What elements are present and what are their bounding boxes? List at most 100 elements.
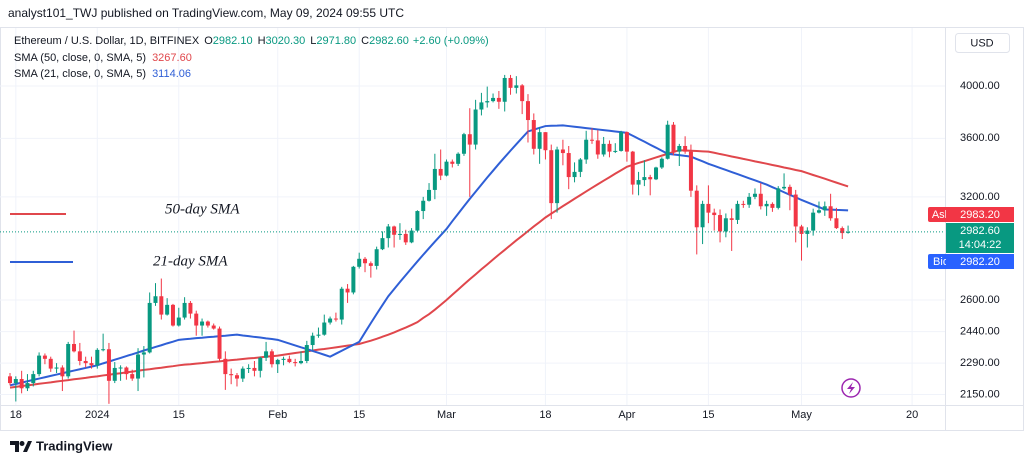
candle-body xyxy=(392,226,397,235)
candle-body xyxy=(217,328,222,359)
candle-body xyxy=(822,206,827,211)
candle-body xyxy=(281,358,286,360)
candle-body xyxy=(747,196,752,205)
candle-body xyxy=(555,149,560,204)
currency[interactable]: USD xyxy=(970,37,993,49)
candle-body xyxy=(619,132,624,151)
candle-body xyxy=(13,379,18,384)
candle-body xyxy=(752,193,757,197)
candle-body xyxy=(252,367,257,371)
candle-body xyxy=(834,218,839,229)
candle-body xyxy=(170,304,175,326)
ohlc-key: C xyxy=(361,35,369,47)
candle-body xyxy=(601,143,606,155)
candle-body xyxy=(816,210,821,213)
y-tick-label: 3200.00 xyxy=(960,191,1000,203)
annotation: 21-day SMA xyxy=(153,253,228,269)
ohlc-value: 3020.30 xyxy=(266,35,306,47)
candle-body xyxy=(106,349,111,381)
candle-body xyxy=(531,120,536,149)
candle-body xyxy=(595,140,600,155)
ohlc-value: 2982.60 xyxy=(369,35,409,47)
candle-body xyxy=(223,358,228,375)
candle-body xyxy=(153,296,158,303)
candle-body xyxy=(630,151,635,185)
candle-body xyxy=(508,77,513,88)
sma-name: SMA (50, close, 0, SMA, 5) xyxy=(14,52,146,64)
sma-value: 3114.06 xyxy=(152,68,191,80)
candle-body xyxy=(403,233,408,243)
annotation: 50-day SMA xyxy=(165,201,240,217)
candle-body xyxy=(578,159,583,172)
candle-body xyxy=(380,238,385,250)
y-tick-label: 3600.00 xyxy=(960,132,1000,144)
candle-body xyxy=(275,359,280,365)
candle-body xyxy=(136,354,141,379)
currency-button[interactable]: USD xyxy=(955,33,1010,53)
candle-body xyxy=(683,145,688,152)
candle-body xyxy=(560,149,565,154)
brand-logo xyxy=(10,441,32,452)
bid-price: 2982.20 xyxy=(960,256,1000,268)
candle-body xyxy=(706,203,711,213)
candle-body xyxy=(368,263,373,266)
candle-body xyxy=(246,367,251,369)
logo-part xyxy=(23,441,32,452)
candle-body xyxy=(636,180,641,185)
candle-body xyxy=(479,102,484,110)
candle-body xyxy=(659,158,664,168)
sma-line xyxy=(9,149,849,389)
y-tick-label: 2150.00 xyxy=(960,388,1000,400)
candle-body xyxy=(386,226,391,239)
candle-body xyxy=(485,101,490,103)
candle-body xyxy=(141,352,146,355)
sma-legend: SMA (21, close, 0, SMA, 5) 3114.06 xyxy=(14,68,191,80)
candle-body xyxy=(793,194,798,227)
candle-body xyxy=(642,177,647,181)
candle-body xyxy=(25,383,30,389)
candle-body xyxy=(438,168,443,176)
candle-body xyxy=(211,325,216,329)
candle-body xyxy=(735,203,740,220)
ask-box xyxy=(946,207,1014,222)
countdown: 14:04:22 xyxy=(959,239,1002,251)
candle-body xyxy=(718,215,723,232)
logo-part xyxy=(19,441,25,446)
candle-body xyxy=(624,132,629,152)
candle-body xyxy=(351,266,356,293)
ohlc-value: 2971.80 xyxy=(316,35,356,47)
candle-body xyxy=(182,302,187,318)
candle-body xyxy=(671,124,676,152)
candle-body xyxy=(607,143,612,152)
x-tick-label: May xyxy=(791,409,812,421)
candle-body xyxy=(397,233,402,235)
x-tick-label: 2024 xyxy=(85,409,109,421)
candle-body xyxy=(409,230,414,243)
candle-body xyxy=(782,186,787,189)
candle-body xyxy=(758,193,763,207)
candle-body xyxy=(799,226,804,234)
currency-box[interactable] xyxy=(955,33,1010,53)
x-tick-label: 15 xyxy=(173,409,185,421)
candle-body xyxy=(491,97,496,102)
candle-body xyxy=(165,304,170,315)
candle-body xyxy=(473,109,478,145)
candle-body xyxy=(427,189,432,201)
alert-icon[interactable] xyxy=(841,378,861,398)
candle-body xyxy=(566,153,571,178)
x-tick-label: 20 xyxy=(906,409,918,421)
candle-body xyxy=(712,212,717,216)
candle-body xyxy=(200,321,205,326)
icon-bolt[interactable] xyxy=(847,382,855,394)
candle-body xyxy=(54,367,59,369)
symbol-title: Ethereum / U.S. Dollar, 1D, BITFINEX xyxy=(14,35,200,47)
candle-body xyxy=(60,367,65,377)
last-price: 2982.60 xyxy=(960,225,1000,237)
candle-body xyxy=(520,85,525,102)
candle-body xyxy=(828,206,833,219)
candle-body xyxy=(159,296,164,315)
candle-body xyxy=(310,335,315,346)
candle-body xyxy=(264,351,269,358)
candle-body xyxy=(118,367,123,369)
plot xyxy=(0,74,945,404)
